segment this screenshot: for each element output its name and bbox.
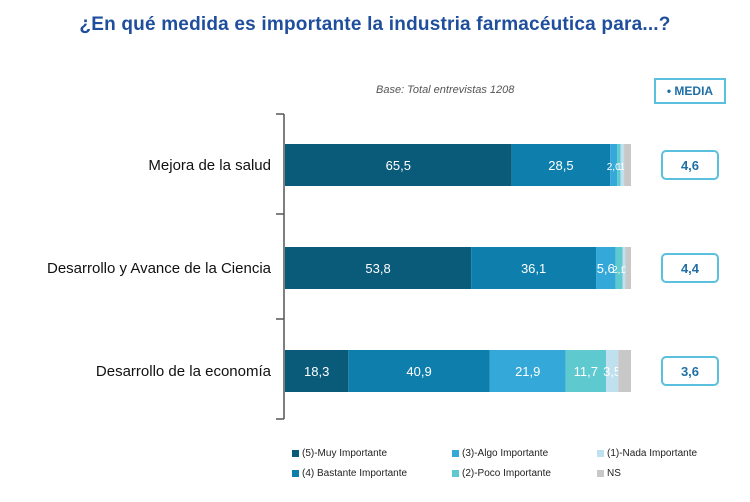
bar-segment — [489, 350, 566, 392]
bar-segment — [625, 247, 631, 289]
bar-value-label: 5,6 — [597, 261, 615, 276]
legend-label: (3)-Algo Importante — [462, 448, 549, 459]
bar-value-label: 2,1 — [612, 265, 626, 276]
bar-segment — [606, 350, 619, 392]
bar-value-label: 36,1 — [521, 261, 546, 276]
bar-value-label: 3,5 — [603, 364, 621, 379]
bar-segment — [285, 350, 349, 392]
legend-swatch — [292, 450, 299, 457]
legend-swatch — [452, 450, 459, 457]
bar-segment — [565, 350, 607, 392]
bar-segment — [285, 247, 472, 289]
legend-swatch — [292, 470, 299, 477]
legend-swatch — [597, 450, 604, 457]
legend-swatch — [452, 470, 459, 477]
legend-label: (1)-Nada Importante — [607, 448, 698, 459]
bar-segment — [511, 144, 611, 186]
media-value: 4,6 — [681, 158, 699, 173]
legend-item: (3)-Algo Importante — [452, 448, 597, 459]
category-label: Mejora de la salud — [148, 157, 271, 174]
media-value-box — [661, 253, 719, 283]
legend-label: (5)-Muy Importante — [302, 448, 388, 459]
bar-value-label: 28,5 — [548, 158, 573, 173]
media-value: 3,6 — [681, 364, 699, 379]
legend-label: (2)-Poco Importante — [462, 468, 551, 479]
bar-value-label: 53,8 — [365, 261, 390, 276]
media-value: 4,4 — [681, 261, 700, 276]
legend-label: NS — [607, 468, 621, 479]
legend-swatch — [597, 470, 604, 477]
bar-segment — [618, 350, 631, 392]
bar-value-label: 2,0 — [607, 162, 621, 173]
legend-item: (1)-Nada Importante — [597, 448, 732, 459]
bar-segment — [610, 144, 618, 186]
bar-value-label: 65,5 — [386, 158, 411, 173]
chart-title: ¿En qué medida es importante la industri… — [79, 14, 671, 35]
bar-value-label: 40,9 — [406, 364, 431, 379]
media-value-box — [661, 150, 719, 180]
bar-value-label: 0 — [621, 265, 627, 276]
legend-item: NS — [597, 468, 732, 479]
bar-value-label: 18,3 — [304, 364, 329, 379]
media-value-box — [661, 356, 719, 386]
media-header: • MEDIA — [654, 78, 726, 104]
category-label: Desarrollo y Avance de la Ciencia — [47, 260, 272, 277]
bar-segment — [615, 247, 623, 289]
bar-segment — [348, 350, 490, 392]
bar-segment — [471, 247, 597, 289]
category-label: Desarrollo de la economía — [96, 363, 272, 380]
base-note: Base: Total entrevistas 1208 — [376, 84, 515, 96]
legend: (5)-Muy Importante (3)-Algo Importante (… — [292, 448, 732, 479]
bar-segment — [624, 144, 631, 186]
bar-value-label: 1 — [620, 162, 626, 173]
bar-segment — [620, 144, 625, 186]
bar-value-label: 21,9 — [515, 364, 540, 379]
bar-segment — [617, 144, 621, 186]
legend-item: (2)-Poco Importante — [452, 468, 597, 479]
legend-item: (5)-Muy Importante — [292, 448, 452, 459]
bar-segment — [622, 247, 626, 289]
bar-segment — [596, 247, 616, 289]
bar-value-label: 1 — [616, 162, 622, 173]
legend-label: (4) Bastante Importante — [302, 468, 408, 479]
legend-item: (4) Bastante Importante — [292, 468, 452, 479]
bar-segment — [285, 144, 512, 186]
bar-value-label: 11,7 — [574, 364, 598, 379]
